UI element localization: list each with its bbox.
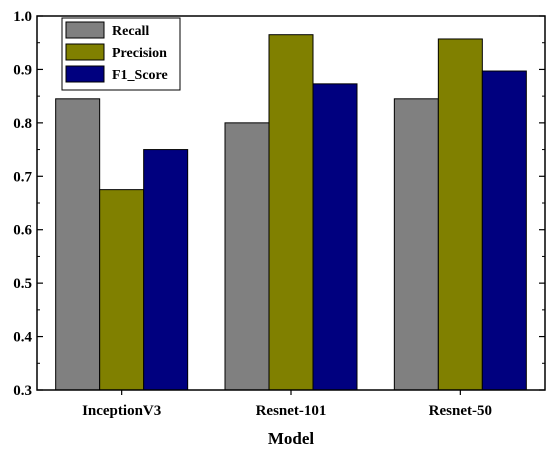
legend-label: Precision xyxy=(112,46,167,61)
legend-swatch xyxy=(65,65,105,83)
legend-swatch xyxy=(65,21,105,39)
bars-group xyxy=(55,34,527,391)
y-tick-label: 0.4 xyxy=(13,330,32,346)
x-axis-title: Model xyxy=(268,429,315,448)
legend: Recall Precision F1_Score xyxy=(61,17,181,91)
legend-swatch xyxy=(65,43,105,61)
y-tick-label: 0.7 xyxy=(13,169,32,185)
bar-recall-inceptionv3 xyxy=(55,98,101,391)
legend-label: Recall xyxy=(112,24,149,39)
y-tick-label: 0.5 xyxy=(13,276,32,292)
y-tick-label: 0.6 xyxy=(13,223,32,239)
x-tick-label: Resnet-101 xyxy=(256,403,327,419)
legend-label: F1_Score xyxy=(112,68,168,83)
y-tick-label: 0.3 xyxy=(13,383,32,399)
y-tick-label: 0.8 xyxy=(13,116,32,132)
bar-f1-score-resnet-101 xyxy=(312,83,358,391)
y-tick-label: 1.0 xyxy=(13,9,32,25)
bar-f1-score-resnet-50 xyxy=(481,70,527,391)
bar-recall-resnet-50 xyxy=(393,98,439,391)
bar-f1-score-inceptionv3 xyxy=(143,149,189,391)
y-tick-label: 0.9 xyxy=(13,62,32,78)
bar-precision-inceptionv3 xyxy=(99,189,145,391)
axes-group: 0.3 0.4 0.5 0.6 0.7 0.8 0.9 1.0 InceptionV3 Resne… xyxy=(13,9,546,419)
x-tick-label: Resnet-50 xyxy=(429,403,492,419)
x-tick-label: InceptionV3 xyxy=(82,403,161,419)
bar-precision-resnet-101 xyxy=(268,34,314,391)
bar-precision-resnet-50 xyxy=(437,38,483,391)
bar-recall-resnet-101 xyxy=(224,122,270,391)
